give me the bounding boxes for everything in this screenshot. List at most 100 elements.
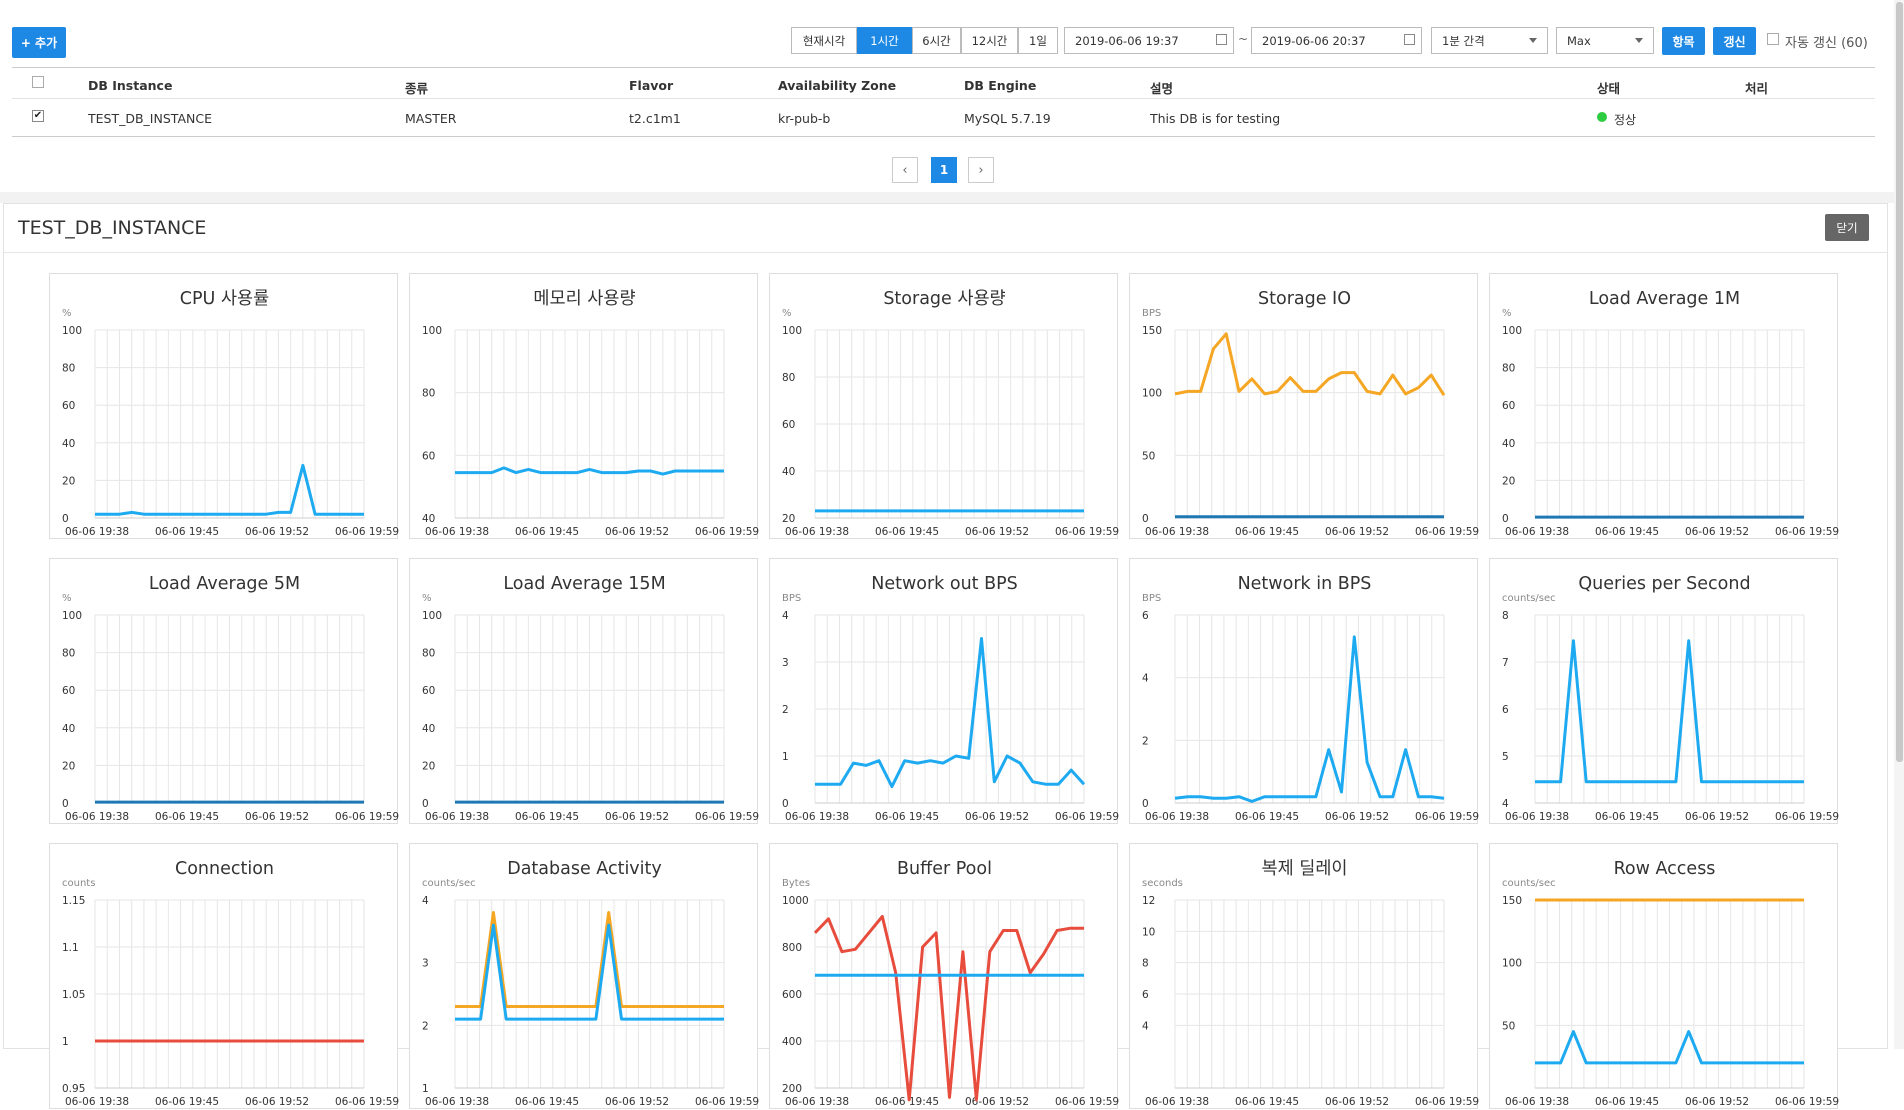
- column-header-engine[interactable]: DB Engine: [964, 78, 1037, 93]
- y-tick-label: 6: [1502, 704, 1509, 716]
- close-detail-button[interactable]: 닫기: [1825, 214, 1869, 241]
- chart-unit: %: [62, 593, 72, 604]
- interval-select[interactable]: 1분 간격: [1431, 27, 1548, 54]
- aggregate-select[interactable]: Max: [1556, 27, 1654, 54]
- items-button[interactable]: 항목: [1662, 27, 1705, 55]
- chart-unit: counts: [62, 878, 95, 889]
- x-tick-label: 06-06 19:45: [515, 1096, 579, 1108]
- chart-unit: counts/sec: [1502, 593, 1556, 604]
- y-tick-label: 20: [1502, 475, 1515, 487]
- column-header-type[interactable]: 종류: [405, 81, 429, 96]
- calendar-icon[interactable]: [1216, 34, 1227, 45]
- series-line-cpu: [95, 463, 364, 516]
- refresh-button[interactable]: 갱신: [1713, 27, 1756, 55]
- y-tick-label: 7: [1502, 657, 1509, 669]
- chart-unit: %: [62, 308, 72, 319]
- x-tick-label: 06-06 19:59: [695, 1096, 759, 1108]
- y-tick-label: 100: [62, 325, 82, 337]
- column-header-flavor[interactable]: Flavor: [629, 78, 674, 93]
- cell-engine: MySQL 5.7.19: [964, 111, 1051, 126]
- chart-card-row-access: Row Access counts/sec 50 100 150 06-06 19:38 0…: [1489, 843, 1839, 1109]
- chart-card-connection: Connection counts 0.95 1 1.05 1.1 1.15 06-06 19…: [49, 843, 399, 1109]
- column-header-zone[interactable]: Availability Zone: [778, 78, 897, 93]
- y-tick-label: 1.15: [62, 895, 85, 907]
- calendar-icon[interactable]: [1404, 34, 1415, 45]
- x-tick-label: 06-06 19:52: [605, 811, 669, 823]
- chart-card-network-out-bps: Network out BPS BPS 0 1 2 3 4 06-06 19:38 06-06 …: [769, 558, 1119, 824]
- time-1d-button[interactable]: 1일: [1018, 27, 1058, 54]
- select-all-checkbox[interactable]: [32, 76, 44, 88]
- y-tick-label: 4: [782, 610, 789, 622]
- time-now-button[interactable]: 현재시각: [791, 27, 857, 54]
- x-tick-label: 06-06 19:52: [245, 526, 309, 538]
- y-tick-label: 20: [782, 513, 795, 525]
- time-12h-button[interactable]: 12시간: [961, 27, 1018, 54]
- column-header-status[interactable]: 상태: [1597, 81, 1621, 96]
- y-tick-label: 6: [1142, 610, 1149, 622]
- chart-svg: CPU 사용률% 0 20 40 60 80 100 06-06 19:38 06-06 19:…: [62, 289, 399, 538]
- chart-card-queries-per-second: Queries per Second counts/sec 4 5 6 7 8 06-06 1…: [1489, 558, 1839, 824]
- y-tick-label: 1.05: [62, 989, 85, 1001]
- x-tick-label: 06-06 19:59: [1055, 811, 1119, 823]
- y-tick-label: 100: [62, 610, 82, 622]
- x-tick-label: 06-06 19:52: [1685, 526, 1749, 538]
- y-tick-label: 20: [422, 760, 435, 772]
- x-tick-label: 06-06 19:52: [605, 526, 669, 538]
- row-checkbox[interactable]: ✔: [32, 110, 44, 122]
- cell-flavor: t2.c1m1: [629, 111, 681, 126]
- x-tick-label: 06-06 19:38: [785, 526, 849, 538]
- x-tick-label: 06-06 19:59: [335, 1096, 399, 1108]
- y-tick-label: 0: [62, 513, 69, 525]
- x-tick-label: 06-06 19:45: [1235, 526, 1299, 538]
- next-page-button[interactable]: ›: [968, 157, 994, 183]
- start-time-value: 2019-06-06 19:37: [1075, 33, 1179, 48]
- y-tick-label: 1000: [782, 895, 809, 907]
- x-tick-label: 06-06 19:38: [1505, 811, 1569, 823]
- column-header-description[interactable]: 설명: [1150, 81, 1174, 96]
- y-tick-label: 200: [782, 1083, 802, 1095]
- x-tick-label: 06-06 19:52: [605, 1096, 669, 1108]
- chart-card-storage: Storage 사용량% 20 40 60 80 100 06-06 19:38 06-06 …: [769, 273, 1119, 539]
- add-button[interactable]: + 추가: [12, 27, 66, 58]
- chart-svg: Storage 사용량% 20 40 60 80 100 06-06 19:38 06-06 …: [782, 289, 1119, 538]
- y-tick-label: 80: [782, 372, 795, 384]
- x-tick-label: 06-06 19:52: [245, 811, 309, 823]
- start-time-field[interactable]: 2019-06-06 19:37: [1064, 27, 1234, 54]
- cell-instance-name[interactable]: TEST_DB_INSTANCE: [88, 111, 212, 126]
- y-tick-label: 1.1: [62, 942, 79, 954]
- chart-title: Connection: [175, 859, 274, 879]
- y-tick-label: 0: [62, 798, 69, 810]
- y-tick-label: 0: [1142, 798, 1149, 810]
- column-header-action[interactable]: 처리: [1745, 81, 1769, 96]
- y-tick-label: 1: [782, 751, 789, 763]
- x-tick-label: 06-06 19:45: [515, 526, 579, 538]
- page-1-button[interactable]: 1: [931, 157, 957, 183]
- x-tick-label: 06-06 19:38: [65, 526, 129, 538]
- chart-title: Storage IO: [1258, 289, 1351, 309]
- scrollbar-thumb[interactable]: [1896, 2, 1903, 762]
- y-tick-label: 4: [422, 895, 429, 907]
- time-6h-button[interactable]: 6시간: [912, 27, 961, 54]
- prev-page-button[interactable]: ‹: [892, 157, 918, 183]
- x-tick-label: 06-06 19:38: [1145, 811, 1209, 823]
- x-tick-label: 06-06 19:38: [425, 811, 489, 823]
- x-tick-label: 06-06 19:59: [1415, 526, 1479, 538]
- column-header-db-instance[interactable]: DB Instance: [88, 78, 173, 93]
- y-tick-label: 80: [62, 648, 75, 660]
- x-tick-label: 06-06 19:45: [1595, 1096, 1659, 1108]
- x-tick-label: 06-06 19:59: [695, 811, 759, 823]
- time-1h-button[interactable]: 1시간: [857, 27, 912, 54]
- auto-refresh-checkbox[interactable]: [1767, 33, 1779, 45]
- y-tick-label: 60: [62, 685, 75, 697]
- y-tick-label: 150: [1502, 895, 1522, 907]
- end-time-field[interactable]: 2019-06-06 20:37: [1251, 27, 1422, 54]
- cell-zone: kr-pub-b: [778, 111, 831, 126]
- y-tick-label: 2: [782, 704, 789, 716]
- end-time-value: 2019-06-06 20:37: [1262, 33, 1366, 48]
- y-tick-label: 0: [422, 798, 429, 810]
- y-tick-label: 60: [422, 450, 435, 462]
- y-tick-label: 5: [1502, 751, 1509, 763]
- x-tick-label: 06-06 19:59: [1775, 811, 1839, 823]
- y-tick-label: 0: [1142, 513, 1149, 525]
- chart-unit: %: [1502, 308, 1512, 319]
